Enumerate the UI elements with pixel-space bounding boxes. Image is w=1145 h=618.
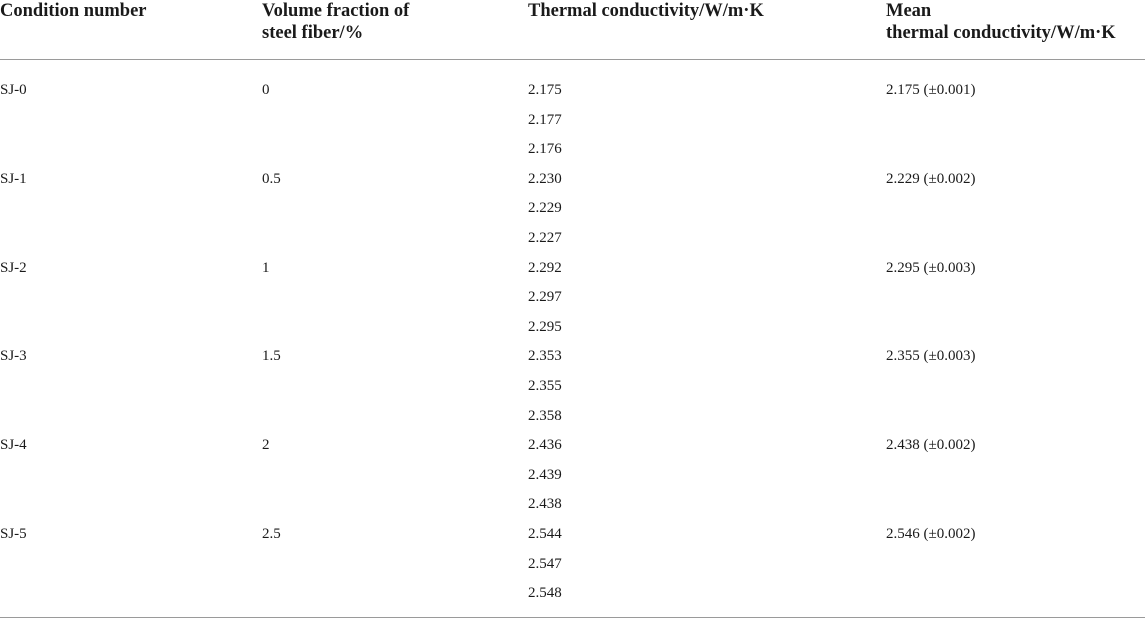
header-thermal-label: Thermal conductivity/W/m·K [528,1,764,21]
thermal-conductivity-cell: 2.292 [528,259,562,276]
header-volume-fraction: Volume fraction of steel fiber/% [262,0,409,44]
table-row: 2.439 [0,466,1145,496]
thermal-conductivity-cell: 2.547 [528,555,562,572]
mean-conductivity-cell: 2.355 (±0.003) [886,348,976,365]
header-mean-line1: Mean [886,1,932,21]
header-mean-thermal-conductivity: Mean thermal conductivity/W/m·K [886,0,1116,44]
volume-fraction-cell: 2.5 [262,526,281,542]
table-row: SJ-2 1 2.295 (±0.003) 2.292 [0,259,1145,289]
condition-number-cell: SJ-0 [0,82,27,98]
condition-number-cell: SJ-3 [0,348,27,365]
thermal-conductivity-cell: 2.436 [528,437,562,454]
table-row: 2.358 [0,407,1145,437]
header-thermal-conductivity: Thermal conductivity/W/m·K [528,0,764,22]
table-body: SJ-0 0 2.175 (±0.001) 2.175 2.177 2.176 SJ-1 0.… [0,60,1145,618]
table-row: 2.547 [0,555,1145,585]
thermal-conductivity-cell: 2.438 [528,496,562,513]
table-row: 2.176 [0,140,1145,170]
condition-number-cell: SJ-2 [0,259,27,276]
mean-conductivity-cell: 2.438 (±0.002) [886,437,976,454]
table-row: SJ-1 0.5 2.229 (±0.002) 2.230 [0,170,1145,200]
condition-number-cell: SJ-4 [0,437,27,454]
thermal-conductivity-cell: 2.548 [528,585,562,602]
condition-number-cell: SJ-5 [0,526,27,542]
thermal-conductivity-cell: 2.229 [528,200,562,217]
volume-fraction-cell: 0.5 [262,170,281,187]
thermal-conductivity-cell: 2.355 [528,378,562,394]
header-volume-line2: steel fiber/% [262,23,364,43]
table-row: 2.177 [0,111,1145,141]
table-row: SJ-4 2 2.438 (±0.002) 2.436 [0,436,1145,466]
mean-conductivity-cell: 2.295 (±0.003) [886,259,976,276]
thermal-conductivity-cell: 2.358 [528,407,562,424]
mean-conductivity-cell: 2.229 (±0.002) [886,170,976,187]
volume-fraction-cell: 1.5 [262,348,281,365]
thermal-conductivity-cell: 2.230 [528,170,562,187]
condition-number-cell: SJ-1 [0,170,27,187]
table-row: 2.229 [0,199,1145,229]
thermal-conductivity-cell: 2.176 [528,141,562,158]
table-row: SJ-3 1.5 2.355 (±0.003) 2.353 [0,347,1145,377]
thermal-conductivity-cell: 2.177 [528,111,562,128]
thermal-conductivity-cell: 2.227 [528,230,562,246]
table-header: Condition number Volume fraction of stee… [0,0,1145,60]
thermal-conductivity-cell: 2.297 [528,289,562,306]
thermal-conductivity-cell: 2.439 [528,466,562,483]
thermal-conductivity-cell: 2.175 [528,82,562,98]
table-row: SJ-0 0 2.175 (±0.001) 2.175 [0,81,1145,111]
thermal-conductivity-cell: 2.353 [528,348,562,365]
header-condition-number: Condition number [0,0,147,22]
table-row: 2.227 [0,229,1145,259]
thermal-conductivity-cell: 2.544 [528,526,562,542]
volume-fraction-cell: 0 [262,82,270,98]
header-condition-label: Condition number [0,1,147,21]
table-row: SJ-5 2.5 2.546 (±0.002) 2.544 [0,525,1145,555]
table-row: 2.297 [0,288,1145,318]
volume-fraction-cell: 2 [262,437,270,454]
mean-conductivity-cell: 2.175 (±0.001) [886,82,976,98]
table-row: 2.295 [0,318,1145,348]
table-row: 2.438 [0,495,1145,525]
table-row: 2.355 [0,377,1145,407]
mean-conductivity-cell: 2.546 (±0.002) [886,526,976,542]
thermal-conductivity-cell: 2.295 [528,318,562,335]
header-volume-line1: Volume fraction of [262,1,410,21]
volume-fraction-cell: 1 [262,259,270,276]
header-mean-line2: thermal conductivity/W/m·K [886,23,1116,43]
table-row: 2.548 [0,584,1145,614]
